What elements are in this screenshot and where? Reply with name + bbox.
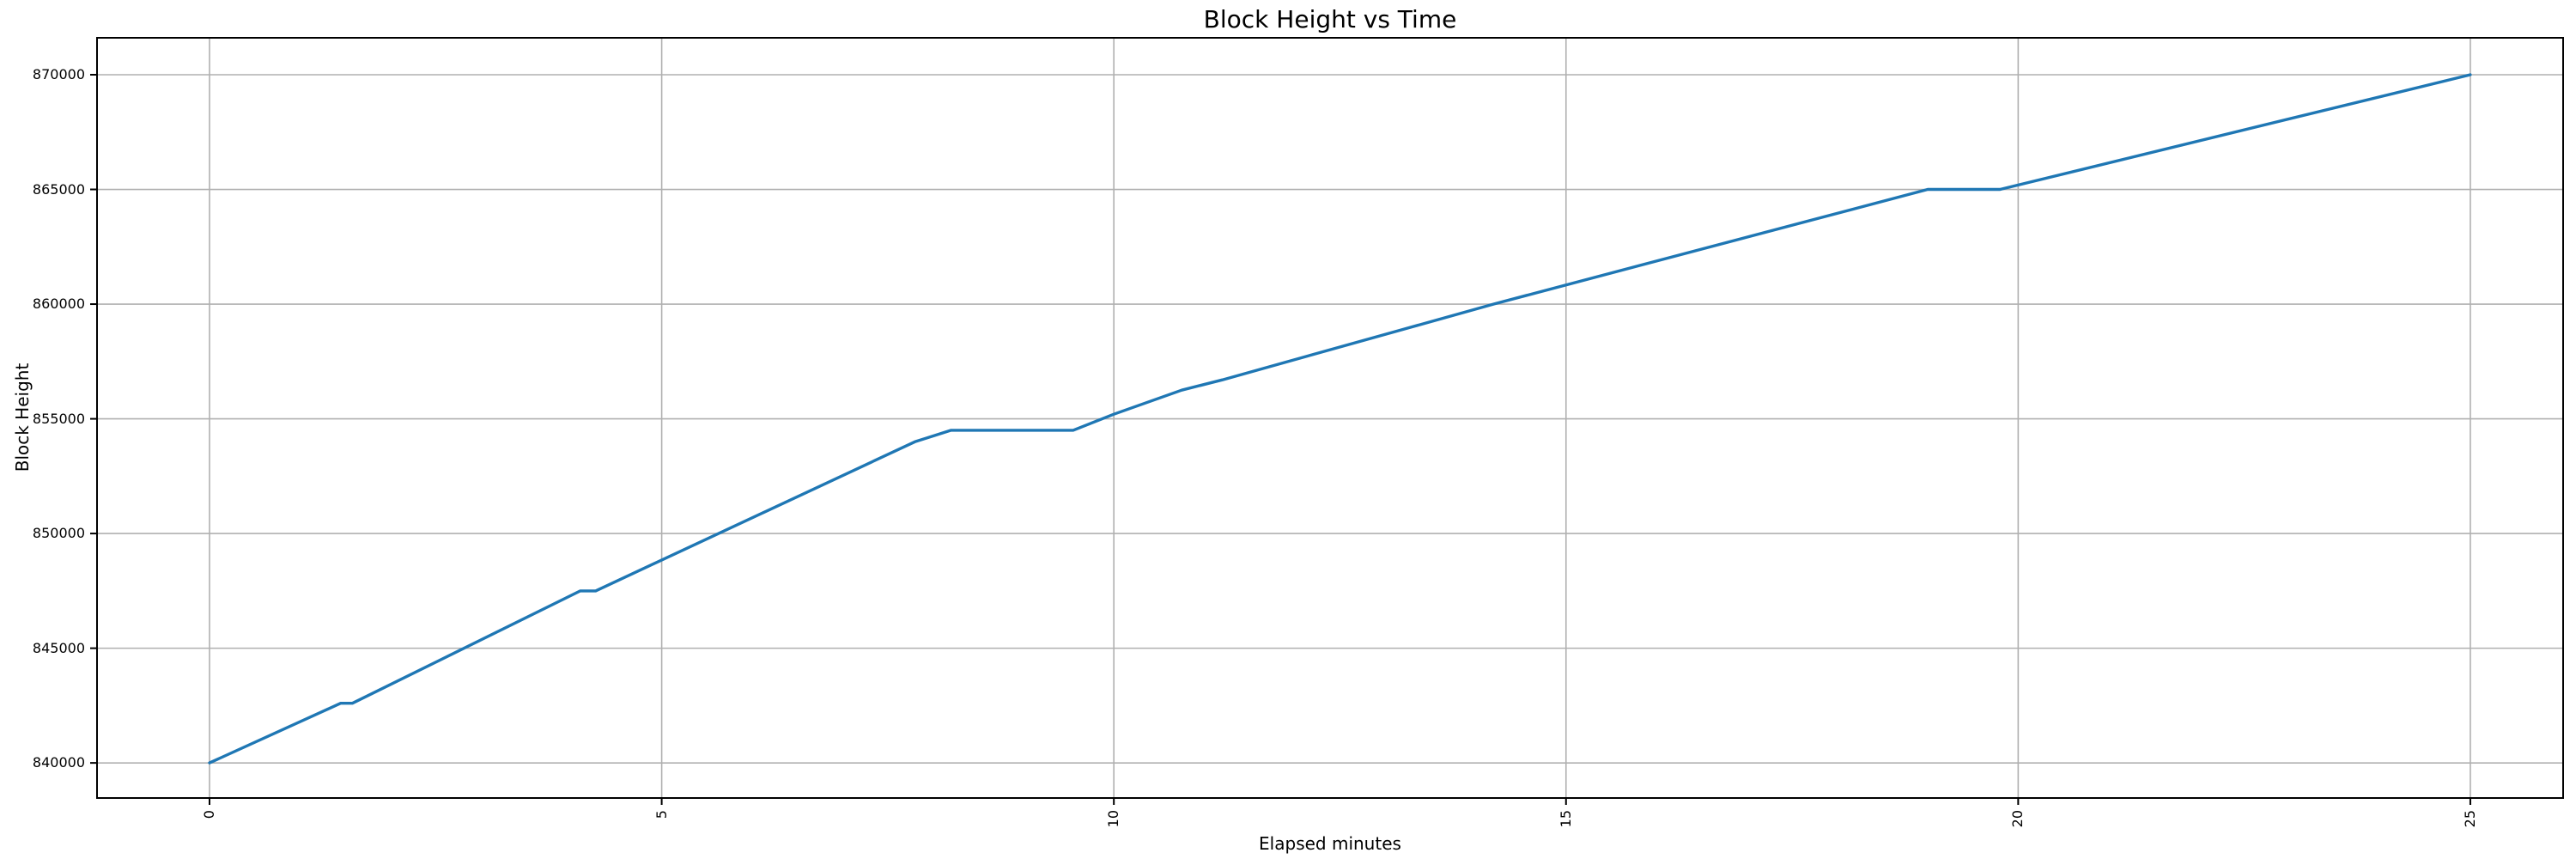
- x-tick-label: 0: [201, 810, 217, 819]
- gridlines: [97, 38, 2563, 798]
- chart-title: Block Height vs Time: [1203, 5, 1457, 34]
- y-tick-label: 855000: [32, 410, 85, 427]
- x-tick-label: 25: [2461, 810, 2478, 828]
- y-tick-label: 860000: [32, 295, 85, 313]
- axes-frame: [96, 37, 2564, 799]
- y-tick-label: 850000: [32, 525, 85, 542]
- x-tick-label: 20: [2009, 810, 2026, 828]
- y-tick-label: 870000: [32, 65, 85, 82]
- y-tick-label: 840000: [32, 754, 85, 771]
- y-tick-label: 845000: [32, 639, 85, 656]
- x-tick-label: 10: [1105, 810, 1122, 828]
- y-axis-label: Block Height: [12, 362, 33, 472]
- x-axis-label: Elapsed minutes: [1259, 833, 1401, 854]
- data-line-block-height: [208, 73, 2472, 765]
- tick-marks: [90, 73, 2471, 805]
- x-tick-label: 15: [1557, 810, 1574, 828]
- x-tick-label: 5: [653, 810, 670, 819]
- series-lines: [208, 73, 2472, 765]
- axes-spines: [96, 37, 2564, 799]
- y-tick-label: 865000: [32, 180, 85, 198]
